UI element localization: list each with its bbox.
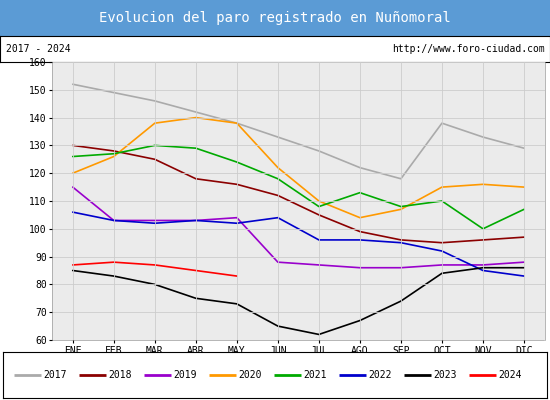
Text: 2019: 2019 xyxy=(174,370,197,380)
Text: 2021: 2021 xyxy=(304,370,327,380)
Text: 2017: 2017 xyxy=(43,370,67,380)
Text: http://www.foro-ciudad.com: http://www.foro-ciudad.com xyxy=(392,44,544,54)
Text: 2018: 2018 xyxy=(108,370,132,380)
Text: 2020: 2020 xyxy=(239,370,262,380)
Text: 2022: 2022 xyxy=(368,370,392,380)
Text: 2024: 2024 xyxy=(499,370,522,380)
Text: 2023: 2023 xyxy=(433,370,457,380)
Text: Evolucion del paro registrado en Nuñomoral: Evolucion del paro registrado en Nuñomor… xyxy=(99,11,451,25)
Text: 2017 - 2024: 2017 - 2024 xyxy=(6,44,70,54)
